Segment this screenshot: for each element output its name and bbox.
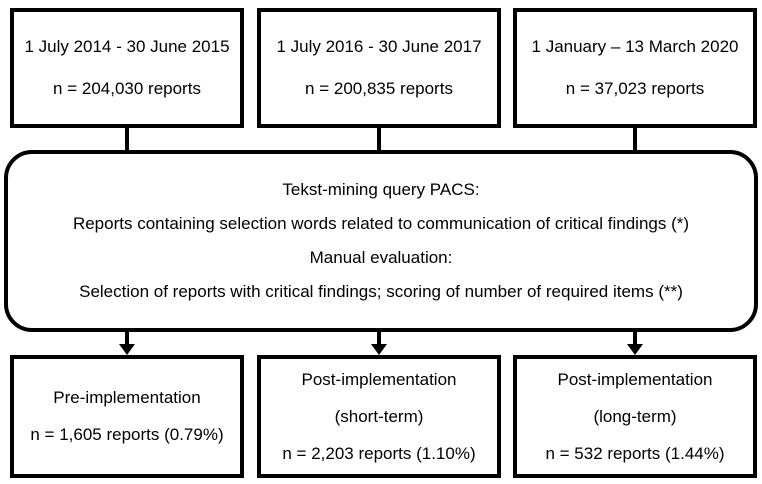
arrow-line-right bbox=[633, 330, 637, 346]
arrow-line-middle bbox=[377, 330, 381, 346]
result-label: Pre-implementation bbox=[53, 388, 201, 407]
cohort-box-2016-2017: 1 July 2016 - 30 June 2017 n = 200,835 r… bbox=[257, 8, 501, 128]
result-count: n = 1,605 reports (0.79%) bbox=[30, 425, 224, 444]
down-arrow-icon bbox=[119, 344, 135, 355]
connector-line-middle bbox=[377, 126, 381, 152]
result-count: n = 532 reports (1.44%) bbox=[545, 443, 725, 463]
cohort-count: n = 200,835 reports bbox=[305, 79, 453, 98]
result-box-pre-implementation: Pre-implementation n = 1,605 reports (0.… bbox=[10, 355, 244, 478]
process-step-query-detail: Reports containing selection words relat… bbox=[72, 214, 690, 233]
arrow-line-left bbox=[125, 330, 129, 346]
down-arrow-icon bbox=[371, 344, 387, 355]
result-label: Post-implementation bbox=[301, 369, 457, 389]
process-box: Tekst-mining query PACS: Reports contain… bbox=[4, 150, 758, 332]
connector-line-right bbox=[633, 126, 637, 152]
cohort-period: 1 July 2016 - 30 June 2017 bbox=[276, 37, 482, 56]
result-count: n = 2,203 reports (1.10%) bbox=[282, 443, 476, 463]
cohort-count: n = 204,030 reports bbox=[53, 79, 201, 98]
process-step-query-title: Tekst-mining query PACS: bbox=[282, 180, 480, 199]
result-label: Post-implementation bbox=[557, 369, 713, 389]
result-sublabel: (short-term) bbox=[334, 406, 424, 426]
cohort-count: n = 37,023 reports bbox=[565, 79, 705, 98]
process-step-evaluation-title: Manual evaluation: bbox=[309, 248, 453, 267]
result-sublabel: (long-term) bbox=[593, 406, 677, 426]
down-arrow-icon bbox=[627, 344, 643, 355]
cohort-period: 1 January – 13 March 2020 bbox=[531, 37, 739, 56]
cohort-box-2014-2015: 1 July 2014 - 30 June 2015 n = 204,030 r… bbox=[10, 8, 244, 128]
connector-line-left bbox=[125, 126, 129, 152]
process-step-evaluation-detail: Selection of reports with critical findi… bbox=[79, 282, 683, 301]
result-box-post-implementation-long-term: Post-implementation (long-term) n = 532 … bbox=[513, 355, 757, 478]
cohort-period: 1 July 2014 - 30 June 2015 bbox=[24, 37, 230, 56]
result-box-post-implementation-short-term: Post-implementation (short-term) n = 2,2… bbox=[257, 355, 501, 478]
cohort-box-2020: 1 January – 13 March 2020 n = 37,023 rep… bbox=[513, 8, 757, 128]
